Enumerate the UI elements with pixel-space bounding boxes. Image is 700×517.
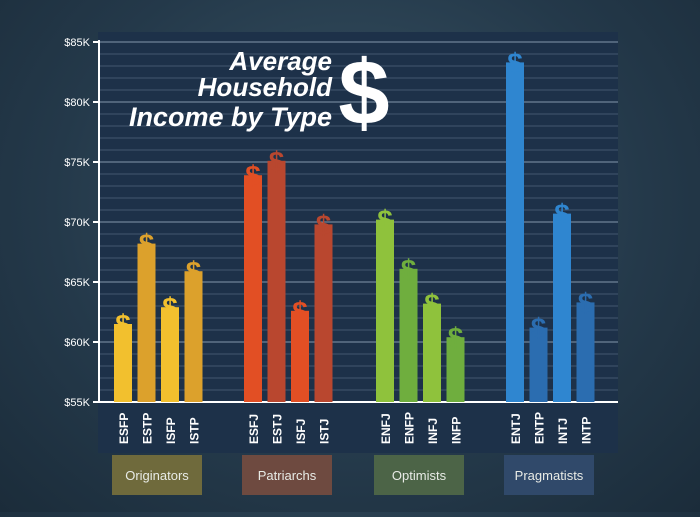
- bar-dollar-icon: $: [448, 322, 464, 353]
- y-tick-label: $85K: [64, 37, 90, 49]
- bar-dollar-icon: $: [554, 199, 570, 230]
- bar-entp: [529, 327, 548, 402]
- bar-intp: [576, 302, 595, 402]
- y-tick-label: $80K: [64, 97, 90, 109]
- x-tick-label: INFP: [450, 417, 464, 444]
- bar-entj: [506, 62, 524, 403]
- bar-isfj: [291, 310, 309, 402]
- x-tick-label: INTJ: [556, 418, 570, 444]
- group-label: Pragmatists: [515, 468, 584, 483]
- bar-dollar-icon: $: [186, 256, 202, 287]
- chart-title-line: Income by Type: [129, 102, 332, 132]
- y-tick-label: $75K: [64, 157, 90, 169]
- group-labels: Originators Patriarchs Optimists Pragmatist…: [112, 455, 594, 495]
- y-tick-label: $60K: [64, 337, 90, 349]
- bar-dollar-icon: $: [424, 289, 440, 320]
- group-label: Optimists: [392, 468, 447, 483]
- bar-enfj: [376, 219, 394, 402]
- x-tick-label: ENTP: [533, 412, 547, 444]
- bar-dollar-icon: $: [269, 146, 285, 177]
- bar-dollar-icon: $: [377, 205, 393, 236]
- bar-dollar-icon: $: [139, 229, 155, 260]
- x-tick-label: INFJ: [426, 418, 440, 444]
- title-dollar-icon: $: [338, 42, 389, 144]
- x-tick-label: ISFP: [164, 417, 178, 444]
- x-tick-label: ISTP: [188, 417, 202, 444]
- y-tick-label: $70K: [64, 217, 90, 229]
- x-tick-label: ENFP: [403, 412, 417, 444]
- bar-esfj: [244, 175, 262, 402]
- group-label-box: [242, 455, 332, 495]
- group-label: Patriarchs: [258, 468, 317, 483]
- x-tick-label: ESTJ: [271, 414, 285, 444]
- bar-dollar-icon: $: [115, 309, 131, 340]
- bar-infp: [446, 337, 465, 402]
- x-tick-label: ESFP: [117, 413, 131, 444]
- bar-dollar-icon: $: [507, 47, 523, 78]
- x-tick-label: ESTP: [141, 413, 155, 444]
- bar-infj: [423, 303, 441, 402]
- bars: $$$$$ $$$ $$$$$$$$: [114, 47, 595, 403]
- x-tick-label: ISTJ: [318, 419, 332, 444]
- bar-dollar-icon: $: [162, 292, 178, 323]
- bar-isfp: [161, 307, 179, 402]
- bar-esfp: [114, 324, 132, 402]
- bar-estp: [137, 243, 156, 402]
- x-tick-label: ENFJ: [379, 413, 393, 444]
- bar-enfp: [399, 268, 418, 402]
- y-tick-label: $55K: [64, 397, 90, 409]
- bar-dollar-icon: $: [578, 287, 594, 318]
- chart-title-line: Average: [228, 46, 332, 76]
- group-label-box: [112, 455, 202, 495]
- group-label: Originators: [125, 468, 189, 483]
- bar-istp: [184, 271, 203, 402]
- bar-estj: [267, 160, 286, 402]
- x-tick-label: ENTJ: [509, 413, 523, 444]
- y-tick-label: $65K: [64, 277, 90, 289]
- bar-dollar-icon: $: [245, 160, 261, 191]
- x-tick-label: ISFJ: [294, 419, 308, 444]
- bar-intj: [553, 213, 571, 402]
- y-axis: $55K $60K $65K $70K $75K $80K $85K: [64, 37, 618, 409]
- group-label-box: [374, 455, 464, 495]
- group-label-box: [504, 455, 594, 495]
- bar-dollar-icon: $: [292, 296, 308, 327]
- bar-dollar-icon: $: [316, 209, 332, 240]
- x-tick-labels: ESFP ESTP ISFP ISTP ESFJ ESTJ ISFJ ISTJ ENFJ ENFP…: [117, 412, 594, 444]
- bar-dollar-icon: $: [401, 254, 417, 285]
- bar-dollar-icon: $: [531, 313, 547, 344]
- bar-istj: [314, 224, 333, 402]
- x-tick-label: ESFJ: [247, 414, 261, 444]
- chart-title-line: Household: [198, 72, 333, 102]
- x-tick-label: INTP: [580, 417, 594, 444]
